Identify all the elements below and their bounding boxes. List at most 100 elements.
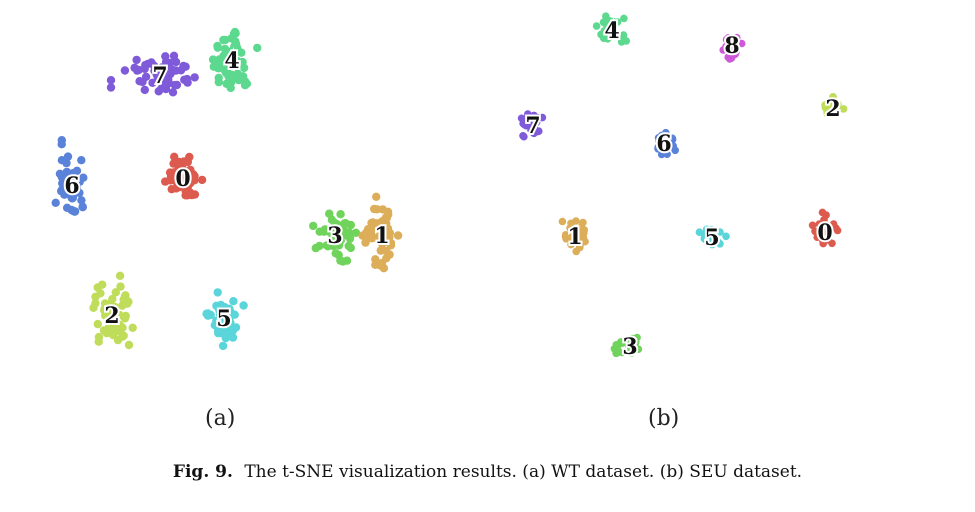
scatter-point-class-0 — [161, 177, 170, 186]
scatter-point-class-7 — [519, 132, 527, 140]
scatter-point-class-4 — [233, 69, 243, 79]
scatter-point-class-0 — [819, 239, 827, 248]
scatter-point-class-2 — [93, 283, 102, 292]
scatter-point-class-5 — [220, 304, 230, 314]
scatter-point-class-1 — [367, 218, 376, 228]
scatter-point-class-4 — [609, 17, 617, 26]
scatter-point-class-2 — [115, 271, 125, 280]
scatter-point-class-2 — [110, 325, 119, 334]
panel-b-label: (b) — [648, 406, 680, 431]
scatter-point-class-6 — [663, 150, 671, 158]
scatter-point-class-7 — [133, 66, 142, 75]
scatter-point-class-3 — [338, 228, 347, 237]
scatter-point-class-3 — [340, 219, 349, 228]
scatter-point-class-4 — [238, 57, 247, 67]
scatter-point-class-1 — [566, 233, 575, 241]
scatter-point-class-2 — [829, 93, 837, 101]
cluster-label-0: 0 — [175, 166, 190, 192]
caption-number: Fig. 9. — [172, 462, 233, 482]
scatter-point-class-5 — [239, 301, 248, 310]
scatter-point-class-7 — [120, 66, 130, 75]
scatter-point-class-2 — [120, 314, 130, 323]
scatter-point-class-3 — [330, 236, 340, 245]
scatter-point-class-1 — [378, 205, 387, 214]
scatter-point-class-0 — [181, 191, 190, 200]
cluster-label-7: 7 — [152, 63, 167, 89]
scatter-point-class-2 — [91, 299, 100, 308]
scatter-point-class-4 — [226, 83, 235, 93]
scatter-point-class-3 — [625, 347, 633, 355]
scatter-point-class-7 — [106, 76, 116, 85]
scatter-point-class-1 — [558, 217, 567, 226]
scatter-point-class-6 — [78, 202, 87, 211]
scatter-point-class-2 — [128, 323, 137, 332]
scatter-point-class-8 — [725, 40, 733, 48]
scatter-point-class-1 — [361, 238, 370, 247]
scatter-point-class-3 — [331, 249, 340, 258]
scatter-point-class-0 — [813, 233, 821, 241]
scatter-point-class-5 — [714, 238, 723, 247]
cluster-label-8: 8 — [724, 33, 739, 59]
scatter-point-class-1 — [358, 231, 367, 240]
scatter-point-class-2 — [111, 288, 121, 297]
scatter-point-class-2 — [108, 314, 117, 323]
scatter-point-class-6 — [668, 135, 677, 144]
scatter-point-class-5 — [215, 309, 224, 319]
scatter-point-class-7 — [164, 79, 174, 88]
scatter-point-class-0 — [171, 172, 180, 181]
scatter-point-class-3 — [345, 233, 355, 242]
scatter-point-class-1 — [572, 217, 580, 225]
scatter-point-class-4 — [614, 31, 623, 40]
scatter-point-class-1 — [381, 213, 390, 222]
scatter-point-class-3 — [628, 341, 636, 349]
scatter-point-class-1 — [376, 246, 385, 255]
scatter-point-class-0 — [167, 185, 176, 194]
scatter-point-class-6 — [58, 186, 67, 196]
cluster-label-5: 5 — [704, 225, 719, 251]
scatter-point-class-5 — [710, 233, 718, 241]
scatter-point-class-4 — [208, 55, 218, 64]
scatter-point-class-6 — [57, 140, 66, 149]
caption-text: The t-SNE visualization results. (a) WT … — [244, 462, 803, 482]
scatter-point-class-4 — [234, 75, 244, 85]
scatter-point-class-3 — [309, 221, 318, 231]
tsne-scatter-canvas: 4 7 0 6 3 1 2 5 4 8 2 7 6 1 5 0 3 — [51, 12, 848, 362]
scatter-point-class-7 — [132, 55, 141, 65]
scatter-point-class-7 — [182, 74, 192, 84]
scatter-point-class-7 — [141, 72, 151, 82]
scatter-point-class-5 — [228, 333, 238, 342]
scatter-point-class-4 — [229, 29, 239, 38]
scatter-point-class-0 — [808, 221, 817, 230]
scatter-point-class-5 — [704, 236, 713, 244]
scatter-point-class-4 — [214, 77, 223, 87]
scatter-point-class-2 — [94, 332, 104, 342]
scatter-point-class-6 — [72, 166, 82, 175]
scatter-point-class-3 — [342, 256, 352, 265]
scatter-point-class-5 — [221, 333, 230, 343]
scatter-point-class-0 — [179, 157, 189, 166]
scatter-point-class-7 — [190, 73, 199, 82]
scatter-point-class-1 — [393, 231, 403, 240]
scatter-point-class-8 — [731, 50, 740, 58]
scatter-point-class-2 — [102, 329, 112, 338]
scatter-point-class-4 — [231, 62, 240, 71]
scatter-point-class-7 — [168, 88, 178, 97]
cluster-label-4: 4 — [604, 18, 619, 44]
scatter-point-class-7 — [168, 65, 177, 75]
scatter-point-class-6 — [67, 194, 77, 203]
scatter-point-class-4 — [253, 43, 262, 53]
scatter-point-class-2 — [113, 335, 123, 345]
scatter-point-class-6 — [660, 138, 668, 147]
scatter-point-class-7 — [140, 64, 149, 74]
scatter-point-class-3 — [346, 220, 355, 230]
scatter-point-class-0 — [186, 173, 195, 182]
scatter-point-class-2 — [821, 103, 830, 112]
scatter-point-class-5 — [716, 228, 724, 236]
scatter-point-class-1 — [372, 192, 381, 201]
scatter-point-class-4 — [242, 79, 252, 88]
scatter-point-class-8 — [731, 41, 739, 49]
cluster-label-0: 0 — [817, 220, 832, 246]
scatter-point-class-6 — [657, 150, 666, 159]
scatter-point-class-1 — [371, 260, 380, 269]
